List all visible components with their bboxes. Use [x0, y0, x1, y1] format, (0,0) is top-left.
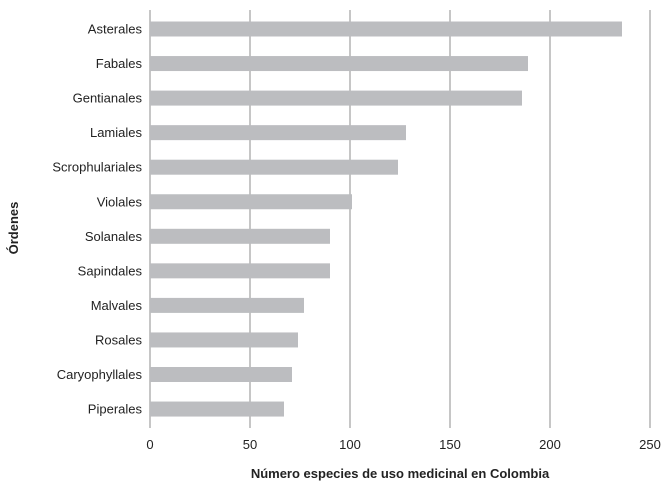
- y-axis-title: Órdenes: [6, 202, 21, 255]
- gridlines: [149, 10, 651, 428]
- category-label-sapindales: Sapindales: [78, 263, 143, 278]
- bar-malvales: [150, 297, 304, 313]
- bar-caryophyllales: [150, 367, 292, 382]
- x-tick-label: 100: [339, 437, 361, 452]
- category-label-gentianales: Gentianales: [73, 91, 143, 106]
- category-labels: Asterales Fabales Gentianales Lamiales Scrop…: [52, 22, 142, 417]
- x-tick-label: 200: [539, 437, 561, 452]
- x-axis-title: Número especies de uso medicinal en Colo…: [251, 466, 550, 481]
- bar-sapindales: [150, 263, 330, 279]
- category-label-rosales: Rosales: [95, 332, 142, 347]
- bar-asterales: [150, 21, 622, 37]
- bar-solanales: [150, 228, 330, 244]
- category-label-violales: Violales: [97, 194, 143, 209]
- bar-gentianales: [150, 90, 522, 106]
- x-tick-label: 250: [639, 437, 661, 452]
- bar-lamiales: [150, 125, 406, 141]
- category-label-solanales: Solanales: [85, 229, 143, 244]
- bar-fabales: [150, 56, 528, 72]
- x-tick-label: 50: [243, 437, 257, 452]
- category-label-scrophulariales: Scrophulariales: [52, 160, 142, 175]
- bar-rosales: [150, 332, 298, 348]
- x-tick-label: 150: [439, 437, 461, 452]
- bars: [150, 21, 622, 417]
- category-label-malvales: Malvales: [91, 298, 143, 313]
- category-label-lamiales: Lamiales: [90, 125, 143, 140]
- category-label-asterales: Asterales: [88, 22, 143, 37]
- bar-scrophulariales: [150, 159, 398, 175]
- x-tick-label: 0: [146, 437, 153, 452]
- category-label-fabales: Fabales: [96, 56, 143, 71]
- bar-violales: [150, 194, 352, 210]
- x-tick-labels: 0 50 100 150 200 250: [146, 437, 660, 452]
- category-label-piperales: Piperales: [88, 402, 143, 417]
- category-label-caryophyllales: Caryophyllales: [57, 367, 143, 382]
- bar-piperales: [150, 401, 284, 417]
